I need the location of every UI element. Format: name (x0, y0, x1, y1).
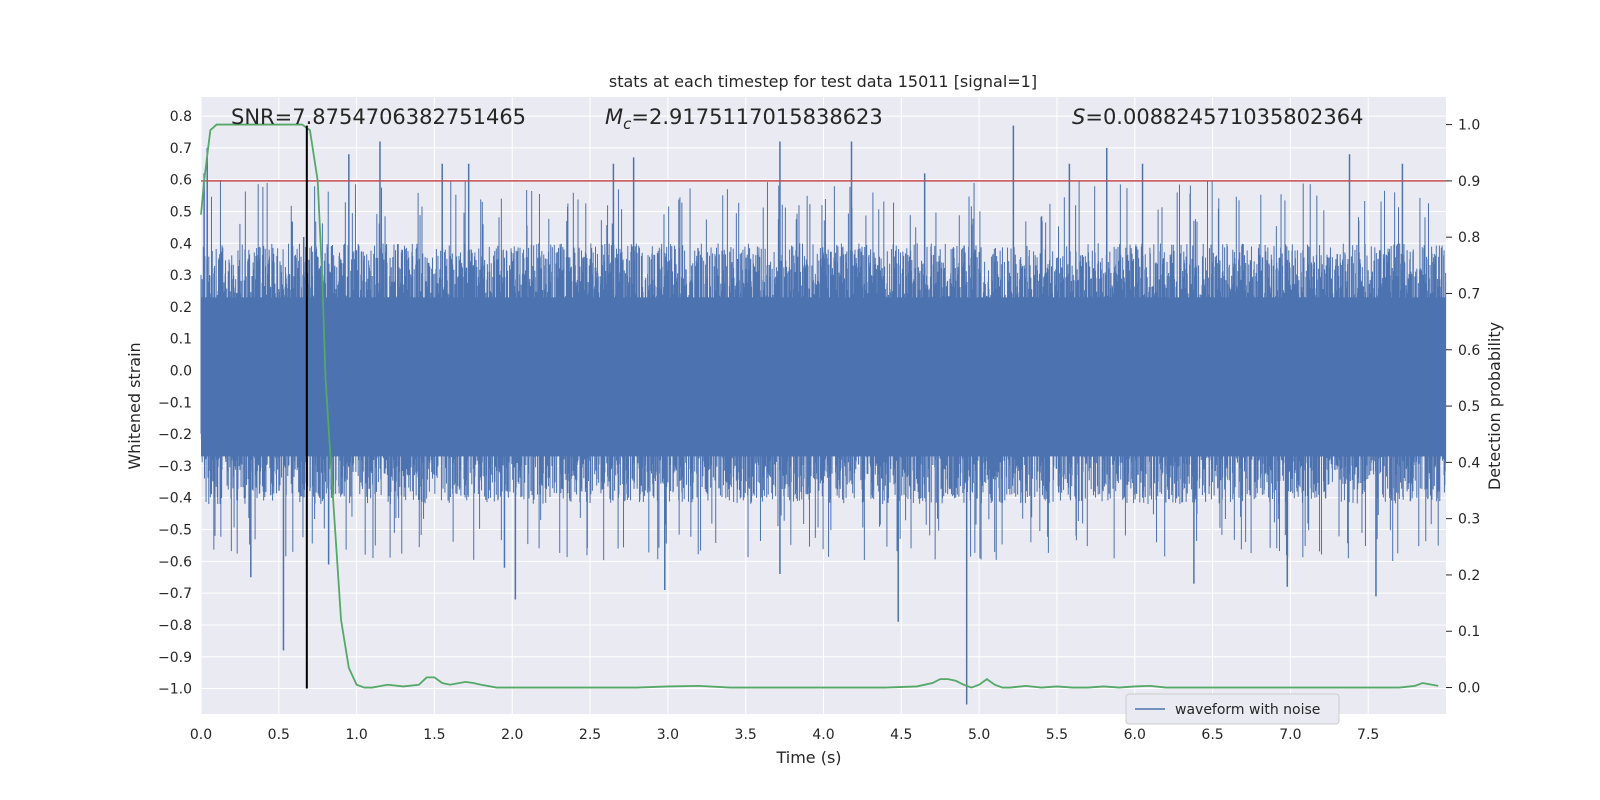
snr-annotation: SNR=7.8754706382751465 (231, 105, 526, 129)
x-tick-label: 5.0 (968, 727, 990, 743)
x-tick-label: 6.0 (1124, 727, 1146, 743)
x-tick-label: 2.5 (579, 727, 601, 743)
y-right-tick-label: 0.2 (1458, 568, 1480, 584)
y-left-tick-label: −0.5 (158, 523, 192, 539)
x-tick-label: 1.5 (423, 727, 445, 743)
y-right-tick-label: 0.5 (1458, 399, 1480, 415)
y-right-axis-label: Detection probability (1485, 322, 1504, 490)
s-annotation: S=0.008824571035802364 (1072, 105, 1363, 129)
y-left-tick-label: 0.2 (170, 300, 192, 316)
probability-line (200, 123, 1439, 689)
x-tick-label: 3.0 (657, 727, 679, 743)
chirp-mass-annotation: Mc=2.9175117015838623 (605, 105, 883, 133)
s-value: =0.008824571035802364 (1085, 105, 1363, 129)
y-left-tick-label: 0.1 (170, 332, 192, 348)
y-right-tick-label: 0.1 (1458, 624, 1480, 640)
x-axis-label: Time (s) (775, 748, 841, 767)
y-right-tick-label: 0.4 (1458, 455, 1480, 471)
x-tick-label: 2.0 (501, 727, 523, 743)
y-left-tick-label: −0.4 (158, 491, 192, 507)
waveform-core (201, 297, 1446, 457)
y-left-tick-label: −1.0 (158, 682, 192, 698)
y-left-tick-label: −0.1 (158, 395, 192, 411)
s-symbol: S (1072, 105, 1085, 129)
x-tick-label: 0.5 (268, 727, 290, 743)
y-right-tick-label: 0.3 (1458, 512, 1480, 528)
y-right-tick-label: 0.7 (1458, 286, 1480, 302)
legend-label-waveform: waveform with noise (1175, 702, 1320, 718)
y-left-tick-label: 0.7 (170, 141, 192, 157)
y-left-axis-ticks: 0.8 0.7 0.6 0.5 0.4 0.3 0.2 0.1 0.0 −0.1 −0.2 −0.3 −… (158, 109, 192, 697)
y-left-tick-label: 0.3 (170, 268, 192, 284)
x-tick-label: 5.5 (1046, 727, 1068, 743)
x-tick-label: 4.0 (812, 727, 834, 743)
y-left-tick-label: −0.7 (158, 586, 192, 602)
legend: waveform with noise (1125, 693, 1340, 725)
x-tick-label: 7.5 (1357, 727, 1379, 743)
chirp-mass-value: =2.9175117015838623 (631, 105, 882, 129)
chirp-mass-symbol: M (605, 105, 623, 129)
chart-title: stats at each timestep for test data 150… (609, 72, 1037, 91)
y-left-tick-label: −0.8 (158, 618, 192, 634)
x-tick-label: 0.0 (190, 727, 212, 743)
y-left-tick-label: −0.3 (158, 459, 192, 475)
y-left-axis-label: Whitened strain (125, 342, 144, 469)
y-left-tick-label: 0.0 (170, 364, 192, 380)
x-tick-label: 7.0 (1279, 727, 1301, 743)
x-tick-label: 1.0 (345, 727, 367, 743)
y-right-tick-label: 0.0 (1458, 681, 1480, 697)
chirp-mass-subscript: c (623, 115, 632, 133)
y-right-tick-label: 0.6 (1458, 343, 1480, 359)
x-tick-label: 3.5 (735, 727, 757, 743)
y-left-tick-label: 0.6 (170, 173, 192, 189)
y-left-tick-label: −0.2 (158, 427, 192, 443)
y-left-tick-label: −0.6 (158, 554, 192, 570)
y-right-tick-label: 1.0 (1458, 118, 1480, 134)
y-right-tick-label: 0.8 (1458, 230, 1480, 246)
x-axis-ticks: 0.0 0.5 1.0 1.5 2.0 2.5 3.0 3.5 4.0 4.5 5.0 5.5 6.0 6… (190, 727, 1379, 743)
y-right-axis-ticks: 1.0 0.9 0.8 0.7 0.6 0.5 0.4 0.3 0.2 0.1 0.0 (1446, 118, 1480, 697)
y-left-tick-label: −0.9 (158, 650, 192, 666)
y-left-tick-label: 0.5 (170, 204, 192, 220)
y-right-tick-label: 0.9 (1458, 174, 1480, 190)
y-left-tick-label: 0.4 (170, 236, 192, 252)
probability-series (200, 123, 1439, 689)
y-left-tick-label: 0.8 (170, 109, 192, 125)
x-tick-label: 6.5 (1201, 727, 1223, 743)
x-tick-label: 4.5 (890, 727, 912, 743)
waveform-series (200, 125, 1447, 705)
legend-box (1125, 693, 1340, 725)
